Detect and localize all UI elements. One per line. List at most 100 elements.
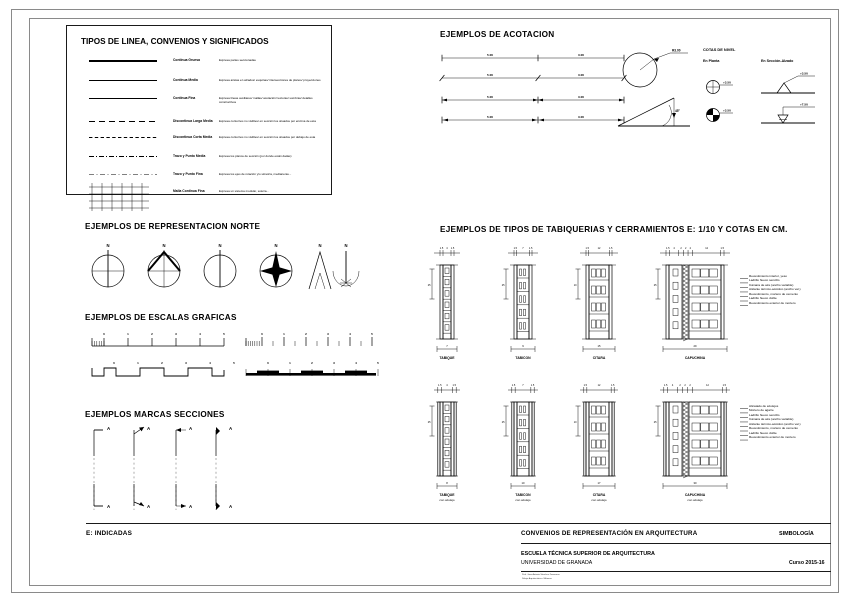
wall-section-citara: 1.5 12 1.5 10 15 CITARA xyxy=(574,247,618,360)
scale-tick-label: 4 xyxy=(199,332,201,336)
cotas-de-nivel-group: COTAS DE NIVEL En Planta En Sección-Alza… xyxy=(703,47,831,133)
line-sample-grid xyxy=(89,183,157,211)
scale-tick-label: 2 xyxy=(311,361,313,365)
section-mark-letter: A xyxy=(107,504,111,509)
tabiquerias-row-top: 1.5 4 1.5 25 7 TABIQUE 1.5 7 1.5 25 9 TABICON 1.5 12 1… xyxy=(428,243,750,360)
legend-item: Ladrillo hueco sencillo xyxy=(749,278,780,283)
wall-total-label: 9 xyxy=(522,344,524,348)
wall-type-name: CITARA xyxy=(593,356,606,360)
wall-dim-label: 2 xyxy=(679,384,681,387)
scale-tick-label: 2 xyxy=(161,361,163,365)
course-label: Curso 2015-16 xyxy=(789,560,825,566)
school-name: ESCUELA TÉCNICA SUPERIOR DE ARQUITECTURA xyxy=(521,551,655,557)
line-type-name: Trazo y Punto Fina xyxy=(173,172,203,176)
acotacion-title: EJEMPLOS DE ACOTACION xyxy=(440,30,555,39)
line-type-name: Continua Fina xyxy=(173,96,196,100)
scale-tick-label: 3 xyxy=(333,361,335,365)
wall-dim-label: 1.5 xyxy=(512,384,516,387)
dimension-value: 5.00 xyxy=(487,53,493,57)
section-mark-letter: A xyxy=(189,504,193,509)
scale-label: E: INDICADAS xyxy=(86,530,133,537)
section-mark-letter: A xyxy=(147,426,151,431)
legend-item: Cámara de aire (ancho variable) xyxy=(749,282,794,287)
north-label: N xyxy=(218,243,221,248)
scale-tick-label: 1 xyxy=(289,361,291,365)
wall-total-label: 8 xyxy=(446,481,448,485)
wall-height-label: 25 xyxy=(428,421,431,424)
dimension-value: 3.00 xyxy=(578,95,584,99)
scale-tick-label: 5 xyxy=(233,361,235,365)
wall-dim-label: 7 xyxy=(522,247,524,250)
dimension-value: 3.00 xyxy=(578,53,584,57)
scale-tick-label: 5 xyxy=(377,361,379,365)
wall-height-label: 25 xyxy=(502,284,505,287)
wall-dim-label: 1.5 xyxy=(611,384,615,387)
university-name: UNIVERSIDAD DE GRANADA xyxy=(521,560,593,566)
line-type-description: Expresa partes seccionadas xyxy=(219,58,256,62)
planta-value-1: +3.50 xyxy=(723,81,731,85)
legend-item: Aislante térmico-acústico (ancho var.) xyxy=(749,287,801,292)
wall-height-label: 25 xyxy=(654,421,657,424)
dimension-value: 5.00 xyxy=(487,115,493,119)
wall-dim-label: 4 xyxy=(446,384,448,387)
legend-top xyxy=(740,276,748,322)
legend-top-list: Revestimiento interior, yeso Ladrillo hue… xyxy=(749,274,801,305)
line-type-description: Expresa lineas auxiliares/ mallas/ acota… xyxy=(219,96,313,105)
wall-type-name: TABIQUE xyxy=(439,493,455,497)
legend-item: Revestimiento exterior de mortero xyxy=(749,300,796,305)
scale-tick-label: 1 xyxy=(283,332,285,336)
line-type-name: Continua Media xyxy=(173,78,198,82)
north-symbol-chevron xyxy=(308,250,332,290)
tabiquerias-row-bottom: 1.5 4 1.5 25 8 TABIQUE con azulejo 1.5 7 1.5 25 10 T… xyxy=(428,380,750,502)
wall-type-subtitle: con azulejo xyxy=(439,498,455,502)
legend-item: Mortero de agarre xyxy=(749,408,774,413)
wall-dim-label: 7 xyxy=(522,384,524,387)
scale-bar xyxy=(91,367,225,377)
scale-tick-label: 4 xyxy=(355,361,357,365)
wall-dim-label: 1.5 xyxy=(721,247,725,250)
wall-dim-label: 1.5 xyxy=(586,247,590,250)
legend-item: Alicatado de azulejos xyxy=(749,404,779,408)
marcas-secciones: A A A A A A A A xyxy=(86,422,256,514)
line-type-name: Malla Continua Fina xyxy=(173,189,205,193)
wall-dim-label: 1.5 xyxy=(529,247,533,250)
line-sample-solid-thin xyxy=(89,96,157,102)
north-symbol-circle-cross xyxy=(91,250,125,288)
wall-total-label: 10 xyxy=(522,481,525,485)
seccion-value-1: +3.50 xyxy=(800,72,808,76)
scale-tick-label: 4 xyxy=(209,361,211,365)
north-symbol-circle-star xyxy=(259,251,293,288)
section-mark-letter: A xyxy=(147,504,151,509)
wall-height-label: 10 xyxy=(574,421,577,424)
sheet-frame-outer xyxy=(11,9,839,593)
legend-item: Revestimiento, mortero de cemento xyxy=(749,426,799,431)
escalas-graficas: 0 1 2 3 4 5 0 1 2 3 4 5 0 1 2 3 4 5 0 1 2 3 4 5 xyxy=(86,328,379,384)
wall-type-name: CAPUCHINA xyxy=(685,356,706,360)
wall-dim-label: 1.5 xyxy=(451,247,455,250)
wall-total-label: 17 xyxy=(598,481,601,485)
escalas-title: EJEMPLOS DE ESCALAS GRAFICAS xyxy=(85,313,237,322)
wall-dim-label: 1.5 xyxy=(440,247,444,250)
section-mark-letter: A xyxy=(229,504,233,509)
scale-tick-label: 2 xyxy=(305,332,307,336)
legend-item: Ladrillo hueco doble xyxy=(749,296,777,301)
titleblock-rule-3 xyxy=(521,571,831,572)
line-type-description: Expresa aristas en alzados/ esquinas/ in… xyxy=(219,78,321,82)
wall-dim-label: 2 xyxy=(684,384,686,387)
cotas-nivel-title: COTAS DE NIVEL xyxy=(703,47,736,52)
dimension-lines-svg: 5.00 3.00 5.00 3.00 5.00 3.00 5.00 3.00 xyxy=(439,53,627,124)
sheet-frame-inner xyxy=(29,18,831,586)
line-sample-dash-short xyxy=(89,135,157,140)
wall-dim-label: 12 xyxy=(705,247,708,250)
titleblock-rule-2 xyxy=(521,543,831,544)
wall-height-label: 25 xyxy=(502,421,505,424)
wall-dim-label: 12 xyxy=(706,384,709,387)
wall-dim-label: 1.5 xyxy=(514,247,518,250)
legend-item: Ladrillo hueco doble xyxy=(749,430,777,435)
scale-tick-label: 0 xyxy=(103,332,105,336)
angle-label: 45° xyxy=(675,109,681,113)
legend-item: Ladrillo hueco sencillo xyxy=(749,412,780,417)
